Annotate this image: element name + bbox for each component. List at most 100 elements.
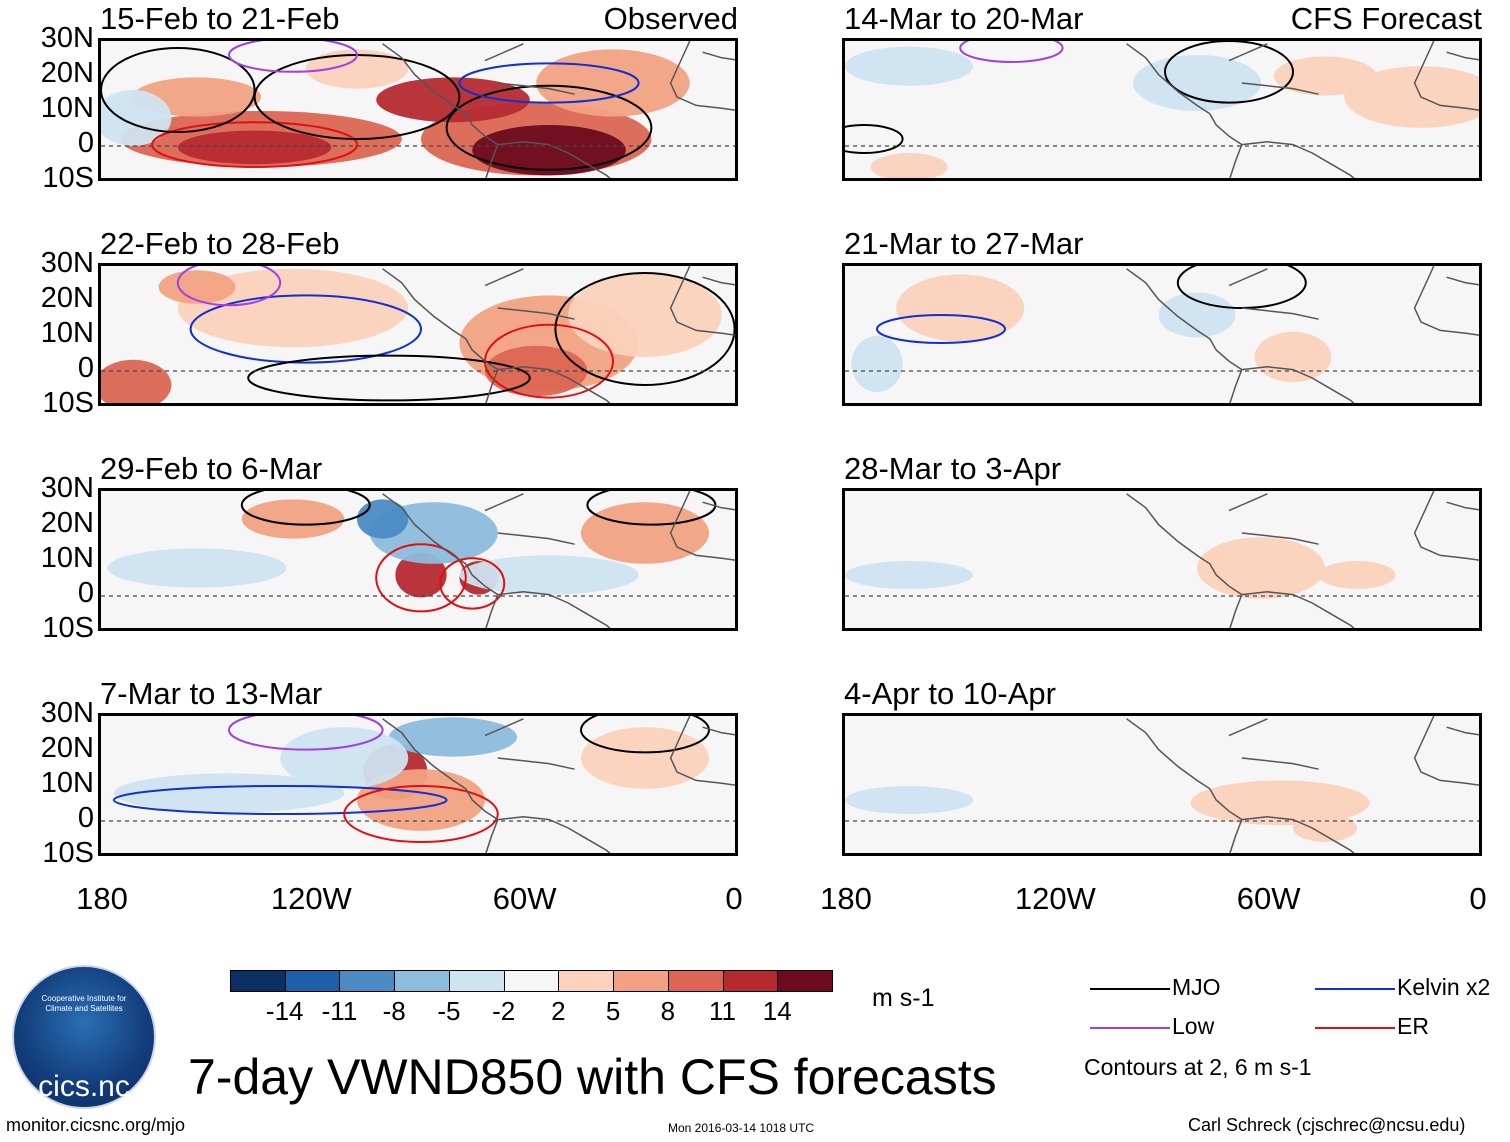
colorbar-label: 2 [551,996,566,1026]
colorbar-label: -8 [382,996,406,1026]
wind-anomaly-patch [376,77,530,123]
legend-line-er [1315,1027,1395,1029]
panel-period-title: 7-Mar to 13-Mar [100,676,323,711]
wind-anomaly-patch [896,274,1025,342]
wind-anomaly-patch [581,502,709,564]
legend-label: MJO [1172,974,1221,1000]
colorbar-segment [558,970,615,992]
wind-anomaly-patch [241,499,345,539]
legend-label: Low [1172,1013,1215,1039]
panel-period-title: 21-Mar to 27-Mar [844,226,1084,261]
coastline-africa [1413,41,1479,111]
map-panel [98,263,738,406]
wind-anomaly-patch [158,270,236,304]
coastline-americas [1126,43,1355,178]
coastline-africa [669,716,735,786]
wave-contour [176,266,282,307]
wind-anomaly-patch [177,130,332,165]
wind-anomaly-patch [177,268,409,348]
panel-period-title: 28-Mar to 3-Apr [844,451,1062,486]
y-tick-label: 10S [42,387,94,419]
colorbar-segment [394,970,450,992]
panel-period-title: 22-Feb to 28-Feb [100,226,340,261]
wind-anomaly-patch [101,359,172,403]
wave-contour [151,121,359,168]
wave-contour [112,785,448,815]
map-field [101,491,735,628]
map-field [845,266,1479,403]
y-tick-label: 0 [77,352,94,384]
wind-anomaly-patch [1293,814,1357,842]
panel-period-title: 15-Feb to 21-Feb [100,1,340,36]
coastline-africa [669,491,735,561]
y-tick-label: 10S [42,612,94,644]
colorbar-label: 5 [605,996,621,1026]
y-tick-label: 10S [42,162,94,194]
colorbar-segment [667,970,724,992]
wind-anomaly-patch [107,548,287,588]
coastline-africa [669,41,735,111]
colorbar-segment [613,970,669,992]
y-tick-label: 30N [40,472,94,504]
y-tick-label: 20N [40,282,94,314]
colorbar-segment [284,970,341,992]
y-tick-label: 20N [40,732,94,764]
map-field [101,41,735,178]
y-tick-label: 10N [40,767,94,799]
map-panel [98,38,738,181]
wave-contour [458,62,640,104]
figure-title: 7-day VWND850 with CFS forecasts [188,1049,997,1105]
wind-anomaly-patch [472,125,626,176]
panel-source-tag: Observed [603,1,738,36]
y-tick-label: 10N [40,542,94,574]
wind-anomaly-patch [1318,561,1396,589]
wind-anomaly-patch [113,773,345,813]
coastline-americas [1126,718,1355,853]
wind-anomaly-patch [581,727,709,789]
wave-contour [586,491,717,526]
coastline-americas [382,493,611,628]
coastline-americas [1126,493,1355,628]
wind-anomaly-patch [568,273,722,357]
wind-anomaly-patch [845,786,973,814]
wave-contour [247,354,531,402]
wind-anomaly-patch [389,717,517,757]
wave-contour [189,294,422,364]
colorbar-label: -14 [265,996,304,1026]
wave-contour [228,716,384,751]
wind-anomaly-patch [357,769,485,831]
x-tick-label: 180 [76,881,128,916]
x-tick-label: 120W [270,881,352,916]
wind-anomaly-patch [1344,66,1479,128]
colorbar-label: 8 [660,996,676,1026]
colorbar-label: -11 [321,996,358,1026]
map-field [101,266,735,403]
legend-label: Kelvin x2 [1397,974,1491,1000]
colorbar-segment [448,970,505,992]
coastline-americas [382,268,611,403]
wind-anomaly-patch [101,90,172,146]
wave-contour [1176,266,1307,309]
map-panel [842,38,1482,181]
colorbar-label: -2 [492,996,516,1026]
colorbar-label: -5 [437,996,461,1026]
logo-text: cics.nc [38,1070,130,1103]
y-tick-label: 0 [77,127,94,159]
y-tick-label: 30N [40,697,94,729]
cics-logo [12,965,156,1109]
map-field [845,716,1479,853]
map-panel [98,713,738,856]
colorbar-units: m s-1 [872,984,935,1012]
coastline-africa [1413,491,1479,561]
colorbar-segment [339,970,396,992]
wind-anomaly-patch [851,336,903,392]
colorbar-segment [777,970,833,992]
panel-period-title: 29-Feb to 6-Mar [100,451,323,486]
x-tick-label: 180 [820,881,872,916]
colorbar-label: 14 [762,996,792,1026]
legend-line-low [1090,1027,1170,1029]
panel-source-tag: CFS Forecast [1290,1,1482,36]
wave-contour [439,557,506,610]
y-tick-label: 0 [77,577,94,609]
coastline-americas [1126,268,1355,403]
